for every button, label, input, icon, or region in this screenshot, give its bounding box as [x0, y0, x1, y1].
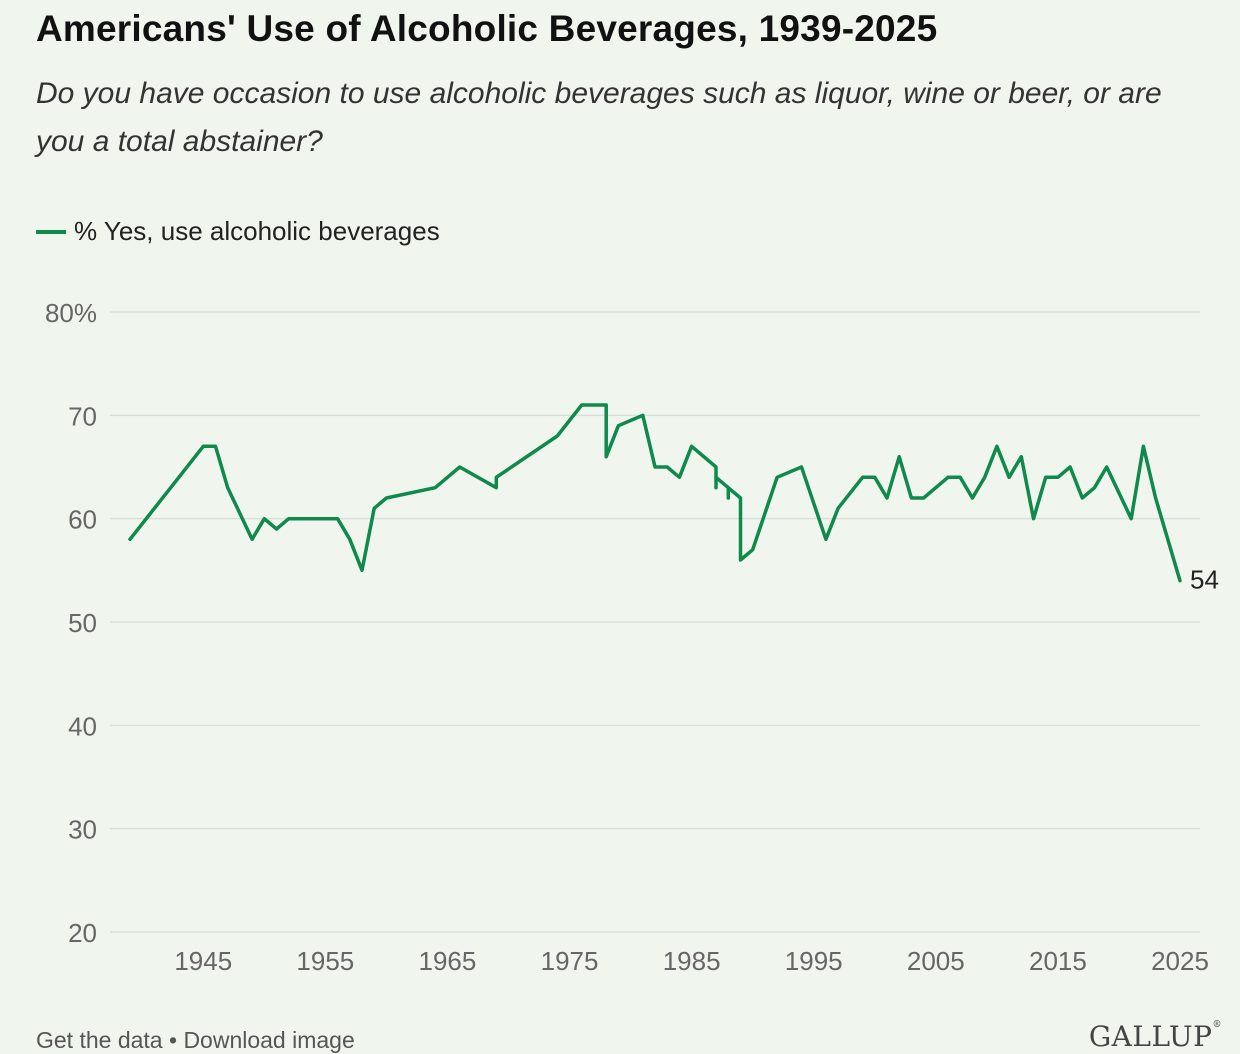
x-tick-label: 1985 [663, 946, 721, 976]
download-image-link[interactable]: Download image [183, 1027, 355, 1053]
legend: % Yes, use alcoholic beverages [36, 216, 440, 247]
footer-separator: • [162, 1027, 184, 1053]
x-tick-label: 1995 [785, 946, 843, 976]
y-tick-label: 40 [68, 711, 97, 741]
x-tick-label: 2005 [907, 946, 965, 976]
chart-subtitle: Do you have occasion to use alcoholic be… [36, 77, 1162, 158]
logo-text: GALLUP [1088, 1020, 1213, 1053]
y-tick-label: 80% [45, 298, 97, 328]
gallup-logo: GALLUP® [1089, 1020, 1222, 1053]
x-tick-label: 1975 [541, 946, 599, 976]
legend-swatch [36, 229, 66, 234]
x-tick-label: 2015 [1029, 946, 1087, 976]
y-tick-label: 50 [68, 608, 97, 638]
get-data-link[interactable]: Get the data [36, 1027, 163, 1053]
line-chart: 20 30 40 50 60 70 80% 1945 1955 1965 1975 1985 1995 2… [45, 298, 1219, 976]
y-tick-label: 70 [68, 401, 97, 431]
y-tick-label: 60 [68, 505, 97, 535]
logo-registered-mark: ® [1212, 1020, 1222, 1030]
x-tick-label: 1945 [174, 946, 232, 976]
y-tick-label: 20 [68, 918, 97, 948]
series-line-yes [128, 403, 1182, 583]
footer-links: Get the data • Download image [36, 1027, 355, 1054]
x-tick-label: 1965 [419, 946, 477, 976]
y-tick-label: 30 [68, 815, 97, 845]
x-tick-label: 1955 [296, 946, 354, 976]
legend-label: % Yes, use alcoholic beverages [74, 216, 440, 246]
x-tick-label: 2025 [1151, 946, 1209, 976]
chart-title: Americans' Use of Alcoholic Beverages, 1… [36, 8, 938, 49]
end-value-label: 54 [1190, 565, 1219, 595]
